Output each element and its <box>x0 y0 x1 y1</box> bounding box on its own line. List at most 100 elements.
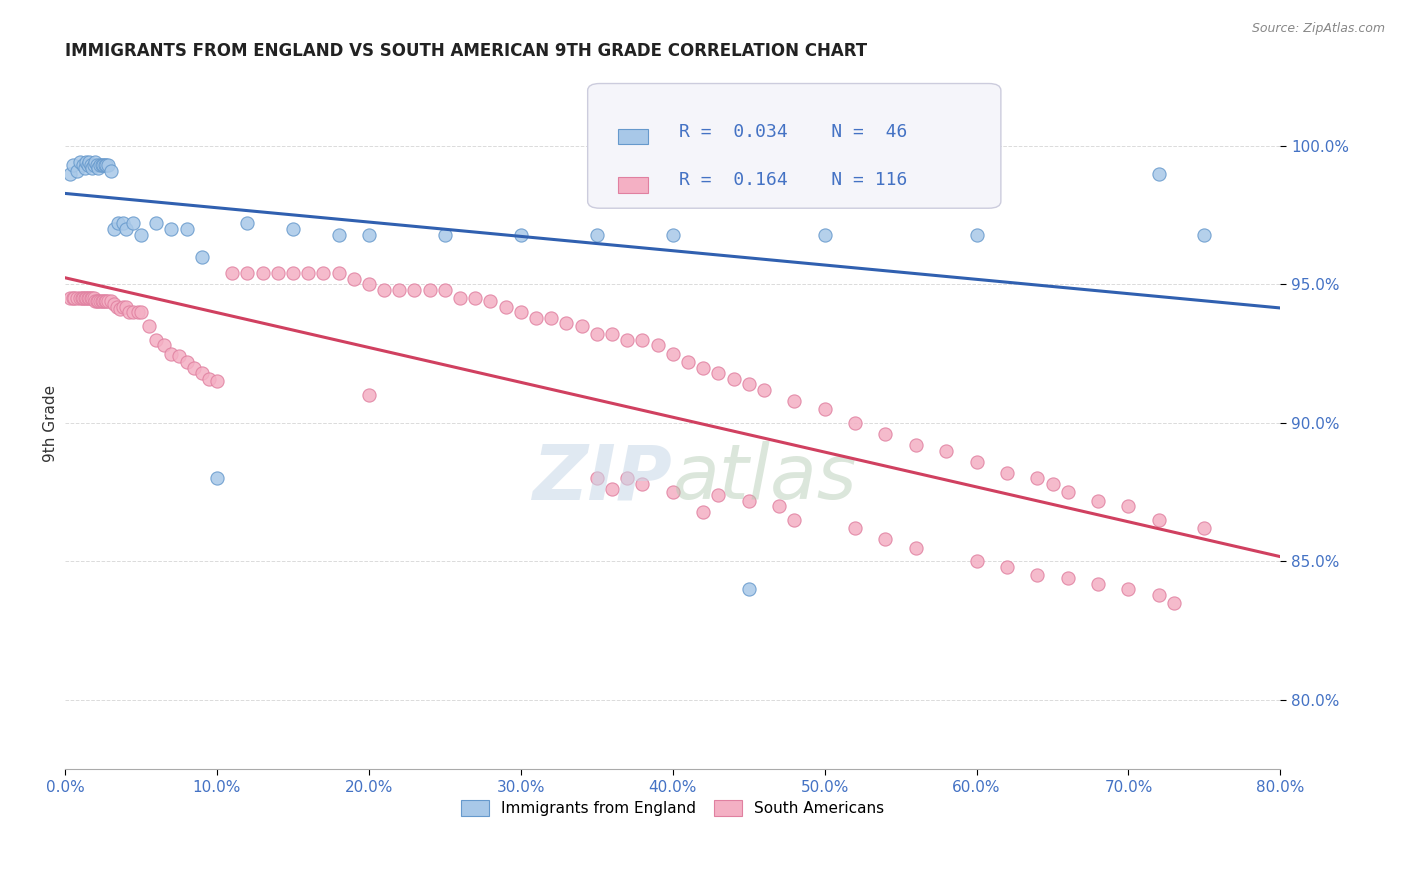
Point <box>176 222 198 236</box>
Point <box>1026 471 1049 485</box>
Point <box>752 383 775 397</box>
Point <box>661 485 683 500</box>
Point <box>76 291 98 305</box>
Point <box>90 158 112 172</box>
Point <box>904 541 927 555</box>
Point <box>585 471 607 485</box>
Point <box>111 300 134 314</box>
Point <box>1087 493 1109 508</box>
Point <box>464 291 486 305</box>
Point <box>94 293 117 308</box>
Point <box>1147 167 1170 181</box>
Point <box>105 300 128 314</box>
Text: R =  0.164    N = 116: R = 0.164 N = 116 <box>679 171 907 189</box>
Point <box>524 310 547 325</box>
Point <box>1042 476 1064 491</box>
Point <box>82 161 104 175</box>
Point <box>66 163 89 178</box>
Point <box>495 300 517 314</box>
Point <box>80 158 103 172</box>
Point <box>357 388 380 402</box>
Point <box>252 266 274 280</box>
Point <box>555 316 578 330</box>
Point <box>723 371 745 385</box>
Point <box>160 222 183 236</box>
Point <box>1163 596 1185 610</box>
Point <box>91 293 114 308</box>
Point <box>616 333 638 347</box>
Point <box>145 217 167 231</box>
Point <box>995 560 1018 574</box>
Point <box>585 327 607 342</box>
Point <box>63 291 86 305</box>
Point <box>122 217 145 231</box>
Point <box>844 416 866 430</box>
Point <box>108 302 131 317</box>
Point <box>297 266 319 280</box>
Point <box>814 402 837 417</box>
Point <box>70 291 93 305</box>
Y-axis label: 9th Grade: 9th Grade <box>44 384 58 461</box>
Point <box>75 291 97 305</box>
Point <box>73 161 96 175</box>
Point <box>84 155 107 169</box>
Point <box>995 466 1018 480</box>
Point <box>236 217 259 231</box>
Point <box>966 554 988 568</box>
Point <box>616 471 638 485</box>
Text: ZIP: ZIP <box>533 442 672 516</box>
Point <box>59 291 82 305</box>
Point <box>127 305 149 319</box>
Point <box>79 291 101 305</box>
Point <box>631 476 654 491</box>
Point <box>75 155 97 169</box>
Point <box>875 533 897 547</box>
Point <box>844 521 866 535</box>
Point <box>600 483 623 497</box>
Point <box>692 360 714 375</box>
Point <box>145 333 167 347</box>
Point <box>129 305 152 319</box>
Point <box>1087 576 1109 591</box>
Point <box>966 455 988 469</box>
Point <box>84 293 107 308</box>
Point <box>357 227 380 242</box>
Point <box>103 222 125 236</box>
Point <box>328 227 350 242</box>
Point <box>631 333 654 347</box>
Point <box>153 338 176 352</box>
Text: Source: ZipAtlas.com: Source: ZipAtlas.com <box>1251 22 1385 36</box>
Point <box>82 291 104 305</box>
Point <box>83 158 105 172</box>
Point <box>509 227 531 242</box>
Point <box>1147 513 1170 527</box>
Point <box>357 277 380 292</box>
Point <box>80 291 103 305</box>
Text: R =  0.034    N =  46: R = 0.034 N = 46 <box>679 123 907 141</box>
Point <box>737 582 759 597</box>
Point <box>183 360 205 375</box>
Point <box>79 155 101 169</box>
Point <box>1118 582 1140 597</box>
Point <box>433 227 456 242</box>
Point <box>236 266 259 280</box>
Point <box>91 158 114 172</box>
Point <box>72 158 94 172</box>
Point <box>783 393 806 408</box>
Point <box>661 227 683 242</box>
Point <box>479 293 502 308</box>
Point <box>1118 499 1140 513</box>
Point <box>814 227 837 242</box>
Point <box>191 250 214 264</box>
Point <box>676 355 699 369</box>
Point <box>875 427 897 442</box>
Point <box>571 318 593 333</box>
FancyBboxPatch shape <box>588 84 1001 208</box>
Point <box>449 291 471 305</box>
Point <box>62 291 84 305</box>
Point <box>388 283 411 297</box>
Point <box>1056 571 1078 585</box>
Point <box>69 155 91 169</box>
Point <box>935 443 957 458</box>
Point <box>191 366 214 380</box>
